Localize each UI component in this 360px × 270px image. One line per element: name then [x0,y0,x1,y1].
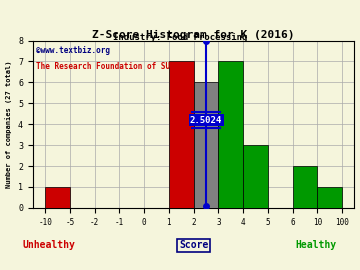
Bar [45,187,70,208]
Bar [169,62,194,208]
Bar [218,62,243,208]
Bar [317,187,342,208]
Text: The Research Foundation of SUNY: The Research Foundation of SUNY [36,62,179,71]
Text: Industry: Food Processing: Industry: Food Processing [113,33,247,42]
Bar [194,82,218,208]
Y-axis label: Number of companies (27 total): Number of companies (27 total) [5,60,13,188]
Text: Score: Score [179,240,208,250]
Bar [243,145,268,208]
Text: Healthy: Healthy [295,240,336,250]
Text: Unhealthy: Unhealthy [22,240,75,250]
Text: ©www.textbiz.org: ©www.textbiz.org [36,46,110,55]
Bar [293,166,317,208]
Title: Z-Score Histogram for K (2016): Z-Score Histogram for K (2016) [93,30,295,40]
Text: 2.5024: 2.5024 [190,116,222,124]
